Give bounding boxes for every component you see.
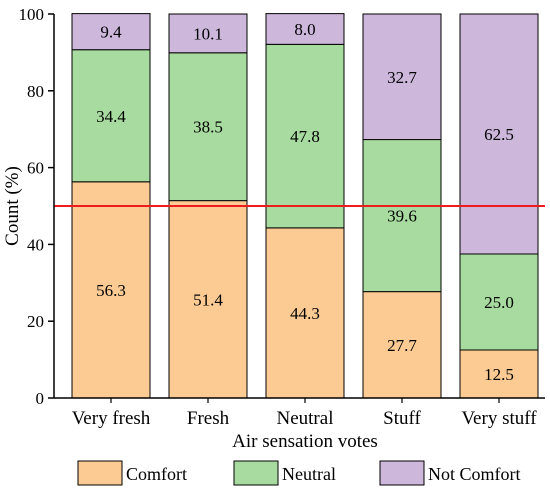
data-label: 25.0 [484,293,514,312]
data-label: 8.0 [294,20,315,39]
data-label: 56.3 [96,281,126,300]
bar-segment [168,200,248,399]
bar-segment [362,13,442,141]
bar-segment [71,49,151,183]
x-tick-label: Fresh [187,408,230,429]
data-label: 32.7 [387,68,417,87]
data-label: 47.8 [290,127,320,146]
y-tick-label: 0 [36,389,45,408]
legend: Comfort Neutral Not Comfort [77,460,521,486]
x-tick-label: Very fresh [72,408,151,429]
data-label: 39.6 [387,207,417,226]
bar-segment [71,13,151,51]
axes-layer: 0 20 40 60 80 100 Very fresh Fresh Neutral Stuff V… [19,5,545,429]
data-label: 44.3 [290,304,320,323]
y-tick-label: 60 [27,159,44,178]
y-tick-label: 20 [27,312,44,331]
bars-layer [71,13,539,399]
bar-segment [459,13,539,255]
data-label: 27.7 [387,336,417,355]
legend-label: Comfort [126,464,187,484]
bar-segment [265,13,345,45]
legend-swatch [77,460,123,486]
bar-segment [168,52,248,202]
y-tick-label: 100 [19,5,45,24]
data-label: 9.4 [100,23,122,42]
data-label: 38.5 [193,118,223,137]
data-label: 10.1 [193,24,223,43]
bar-segment [362,139,442,293]
y-tick-label: 40 [27,235,44,254]
y-axis-title: Count (%) [2,166,23,246]
x-tick-label: Neutral [277,408,334,429]
data-label: 62.5 [484,125,514,144]
data-labels-layer: 56.3 34.4 9.4 51.4 38.5 10.1 44.3 47.8 8.0 27.7 39… [96,20,514,384]
legend-swatch [233,460,279,486]
bar-segment [71,181,151,399]
bar-segment [265,43,345,229]
x-axis-title: Air sensation votes [232,431,378,452]
legend-label: Neutral [282,464,336,484]
y-tick-label: 80 [27,82,44,101]
x-tick-label: Stuff [383,408,421,429]
legend-label: Not Comfort [428,464,521,484]
legend-swatch [379,460,425,486]
data-label: 12.5 [484,365,514,384]
data-label: 34.4 [96,107,126,126]
bar-segment [168,13,248,54]
data-label: 51.4 [193,290,223,309]
bar-segment [362,291,442,399]
x-tick-label: Very stuff [461,408,537,429]
